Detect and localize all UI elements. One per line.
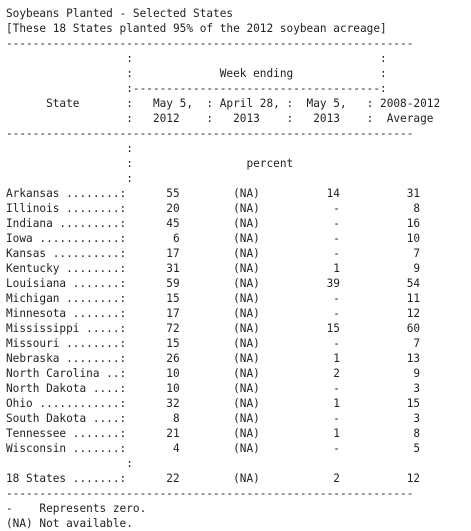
report-title: Soybeans Planted - Selected States	[6, 7, 234, 20]
table-row: South Dakota ....: 8 (NA) - 3	[6, 412, 421, 425]
table-row: Illinois ........: 20 (NA) - 8	[6, 202, 421, 215]
legend-zero: - Represents zero.	[6, 502, 147, 515]
spacer-line: :	[6, 142, 133, 155]
table-row: North Carolina ..: 10 (NA) 2 9	[6, 367, 421, 380]
header-columns-1: State : May 5, : April 28, : May 5, : 20…	[6, 97, 441, 110]
header-line-1: : :	[6, 52, 387, 65]
table-row: Nebraska ........: 26 (NA) 1 13	[6, 352, 421, 365]
table-row: Kentucky ........: 31 (NA) 1 9	[6, 262, 421, 275]
report-subtitle: [These 18 States planted 95% of the 2012…	[6, 22, 387, 35]
spacer-line: :	[6, 172, 133, 185]
table-row: Mississippi .....: 72 (NA) 15 60	[6, 322, 421, 335]
unit-percent: : percent	[6, 157, 294, 170]
table-row: Missouri ........: 15 (NA) - 7	[6, 337, 421, 350]
table-row: Wisconsin .......: 4 (NA) - 5	[6, 442, 421, 455]
table-row: Tennessee .......: 21 (NA) 1 8	[6, 427, 421, 440]
header-rule-inner: :-------------------------------------:	[6, 82, 387, 95]
header-rule-bottom: ----------------------------------------…	[6, 127, 414, 140]
table-row: Kansas ..........: 17 (NA) - 7	[6, 247, 421, 260]
spacer-line: :	[6, 457, 133, 470]
table-row: North Dakota ....: 10 (NA) - 3	[6, 382, 421, 395]
table-row: Arkansas ........: 55 (NA) 14 31	[6, 187, 421, 200]
header-rule-top: ----------------------------------------…	[6, 37, 414, 50]
table-row: Louisiana .......: 59 (NA) 39 54	[6, 277, 421, 290]
table-row: Michigan ........: 15 (NA) - 11	[6, 292, 421, 305]
table-row: Iowa ............: 6 (NA) - 10	[6, 232, 421, 245]
header-week-ending: : Week ending :	[6, 67, 387, 80]
legend-na: (NA) Not available.	[6, 517, 133, 530]
table-row: Ohio ............: 32 (NA) 1 15	[6, 397, 421, 410]
table-row: Minnesota .......: 17 (NA) - 12	[6, 307, 421, 320]
footer-rule: ----------------------------------------…	[6, 487, 414, 500]
table-row: Indiana .........: 45 (NA) - 16	[6, 217, 421, 230]
report-text: Soybeans Planted - Selected States [Thes…	[6, 6, 440, 531]
header-columns-2: : 2012 : 2013 : 2013 : Average	[6, 112, 434, 125]
total-row: 18 States .......: 22 (NA) 2 12	[6, 472, 421, 485]
